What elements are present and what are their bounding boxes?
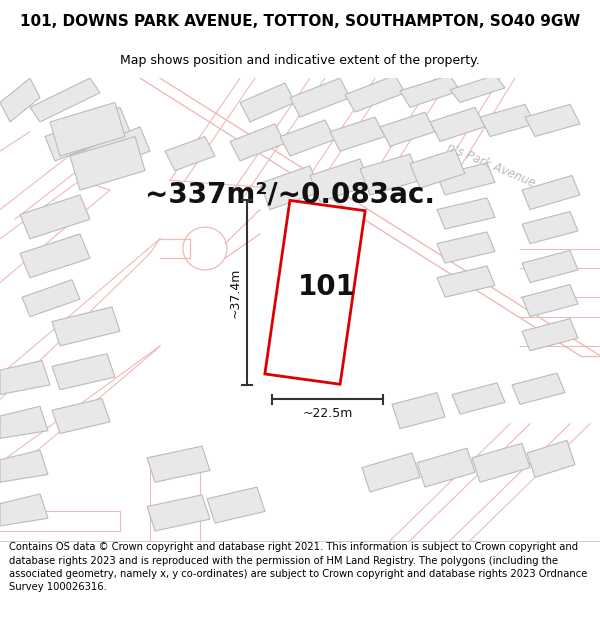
Polygon shape [522, 319, 578, 351]
Polygon shape [147, 446, 210, 483]
Polygon shape [147, 495, 210, 531]
Polygon shape [0, 361, 50, 394]
Text: Contains OS data © Crown copyright and database right 2021. This information is : Contains OS data © Crown copyright and d… [9, 542, 587, 592]
Polygon shape [392, 392, 445, 429]
Polygon shape [0, 406, 48, 438]
Polygon shape [452, 383, 505, 414]
Polygon shape [240, 83, 295, 122]
Polygon shape [30, 78, 100, 122]
Polygon shape [22, 279, 80, 317]
Polygon shape [0, 494, 48, 526]
Polygon shape [0, 78, 40, 122]
Polygon shape [522, 284, 578, 317]
Polygon shape [522, 251, 578, 282]
Polygon shape [52, 399, 110, 434]
Polygon shape [437, 198, 495, 229]
Text: ~37.4m: ~37.4m [229, 267, 241, 318]
Polygon shape [437, 163, 495, 195]
Text: ~337m²/~0.083ac.: ~337m²/~0.083ac. [145, 181, 435, 209]
Polygon shape [410, 149, 465, 188]
Polygon shape [472, 443, 530, 483]
Polygon shape [512, 373, 565, 404]
Text: Map shows position and indicative extent of the property.: Map shows position and indicative extent… [120, 54, 480, 68]
Polygon shape [290, 78, 350, 117]
Polygon shape [310, 159, 370, 202]
Polygon shape [52, 354, 115, 390]
Polygon shape [480, 104, 535, 136]
Polygon shape [360, 154, 420, 195]
Polygon shape [527, 441, 575, 478]
Polygon shape [437, 232, 495, 263]
Polygon shape [230, 124, 285, 161]
Polygon shape [207, 487, 265, 523]
Polygon shape [450, 75, 505, 102]
Polygon shape [45, 107, 130, 161]
Polygon shape [417, 448, 475, 487]
Polygon shape [70, 127, 150, 176]
Polygon shape [0, 450, 48, 482]
Polygon shape [330, 117, 385, 151]
Polygon shape [362, 453, 420, 492]
Text: 101, DOWNS PARK AVENUE, TOTTON, SOUTHAMPTON, SO40 9GW: 101, DOWNS PARK AVENUE, TOTTON, SOUTHAMP… [20, 14, 580, 29]
Polygon shape [165, 136, 215, 171]
Polygon shape [525, 104, 580, 136]
Polygon shape [437, 266, 495, 298]
Polygon shape [20, 195, 90, 239]
Polygon shape [265, 201, 365, 384]
Polygon shape [345, 75, 405, 112]
Polygon shape [522, 176, 580, 209]
Text: n's Park Avenue: n's Park Avenue [445, 141, 538, 190]
Polygon shape [50, 102, 125, 156]
Text: 101: 101 [298, 274, 356, 301]
Polygon shape [70, 136, 145, 190]
Polygon shape [400, 75, 460, 108]
Polygon shape [380, 112, 435, 146]
Polygon shape [20, 234, 90, 278]
Polygon shape [260, 166, 320, 209]
Polygon shape [280, 120, 335, 156]
Polygon shape [522, 211, 578, 244]
Polygon shape [52, 307, 120, 346]
Text: ~22.5m: ~22.5m [302, 407, 353, 419]
Polygon shape [430, 107, 485, 141]
